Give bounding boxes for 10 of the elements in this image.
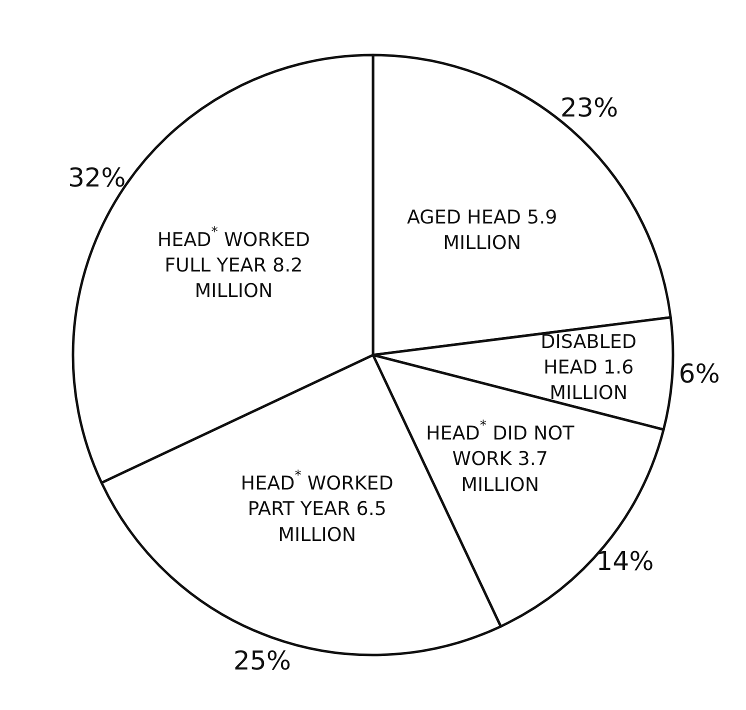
slice-label: HEAD* WORKED PART YEAR 6.5 MILLION [240, 468, 394, 546]
slice-label: AGED HEAD 5.9 MILLION [407, 206, 558, 254]
slice-label: HEAD* DID NOT WORK 3.7 MILLION [426, 418, 575, 496]
data-label: 23% [560, 93, 618, 124]
slice-label: DISABLED HEAD 1.6 MILLION [540, 330, 637, 404]
data-label: 25% [233, 646, 292, 676]
data-label: 6% [678, 359, 720, 390]
data-label: 32% [68, 164, 126, 194]
data-label: 14% [596, 547, 654, 578]
slice-label: HEAD* WORKED FULL YEAR 8.2 MILLION [157, 224, 310, 302]
